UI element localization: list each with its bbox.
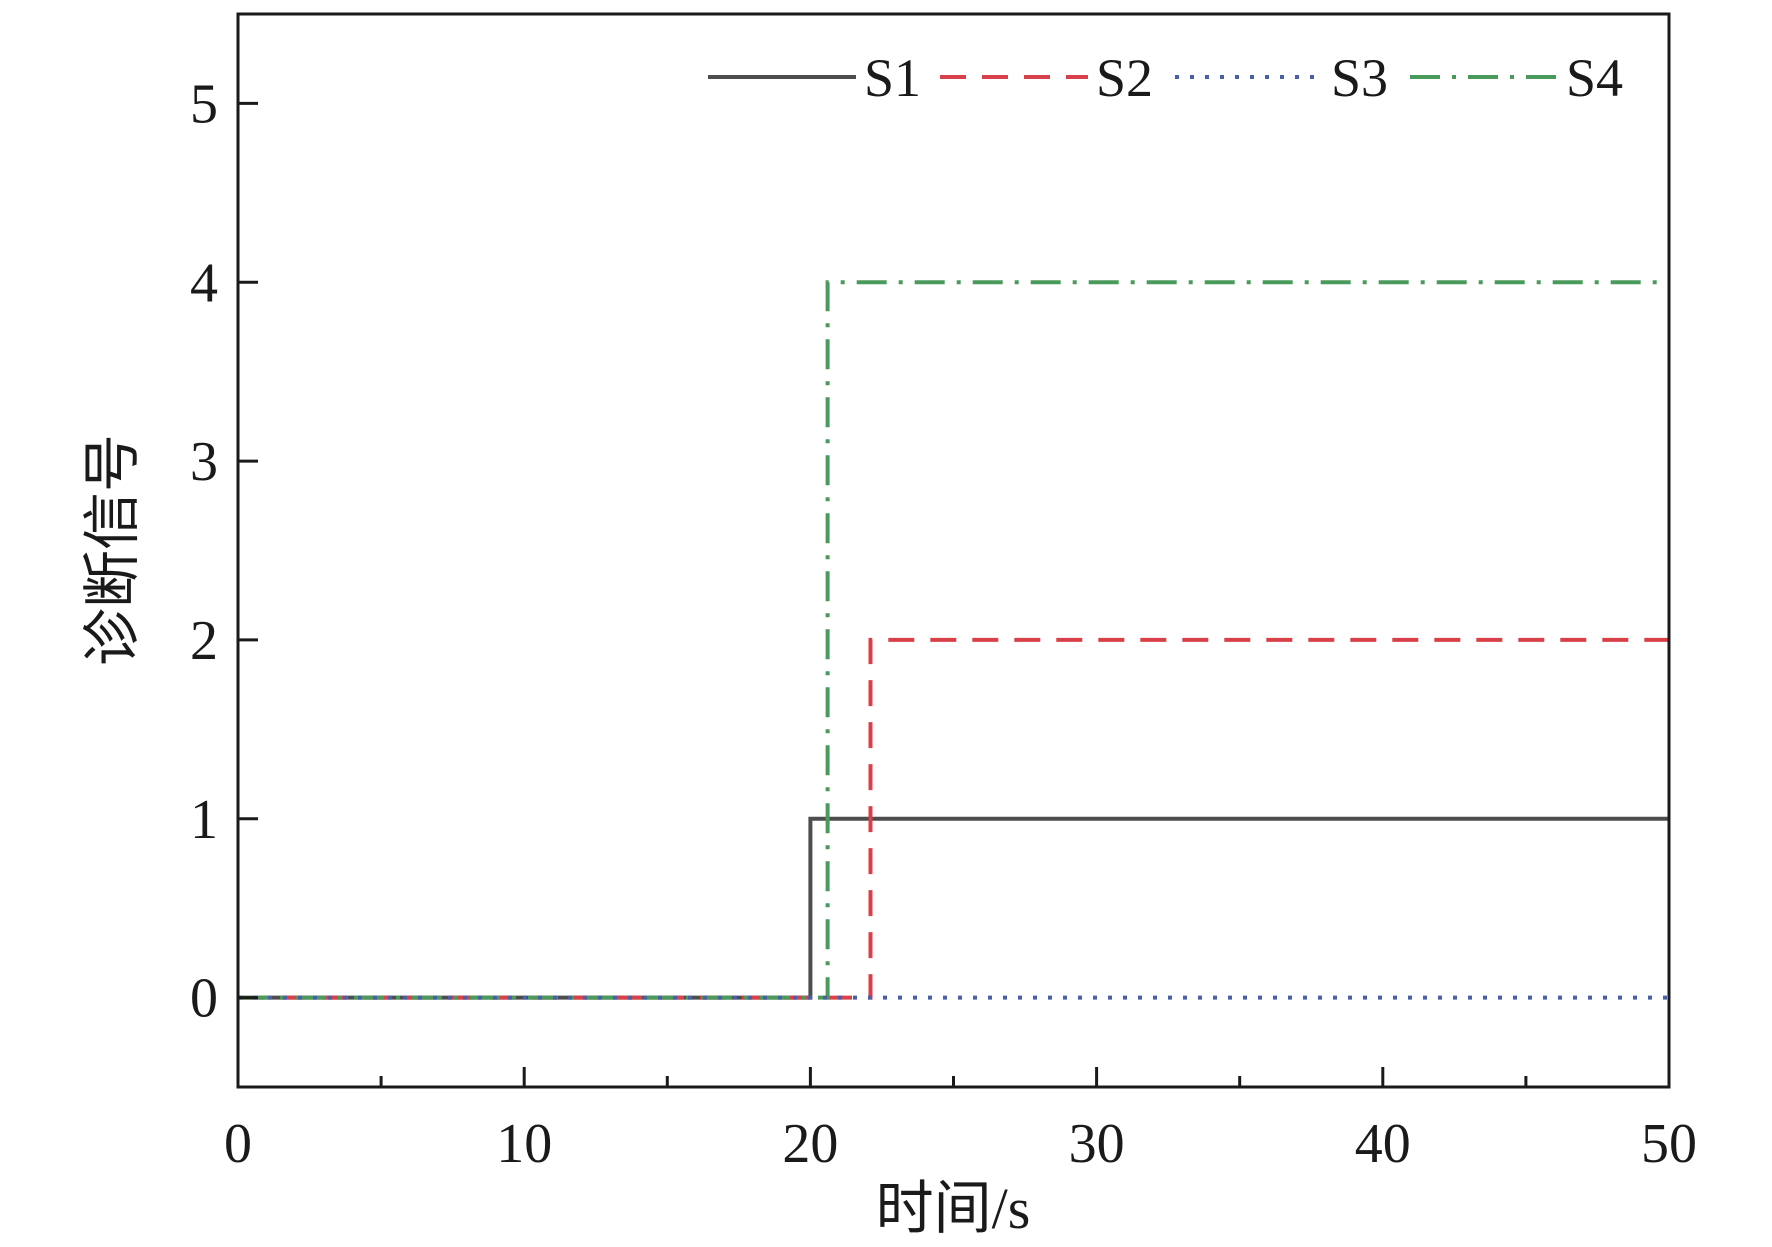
x-tick-label: 0 [224,1113,252,1175]
y-tick-label: 2 [190,610,218,672]
legend-label-s1: S1 [864,48,921,108]
legend-label-s4: S4 [1566,48,1623,108]
x-tick-label: 20 [782,1113,838,1175]
legend: S1 S2 S3 S4 [708,48,1623,108]
x-axis-title: 时间/s [876,1176,1031,1241]
y-tick-label: 1 [190,789,218,851]
x-tick-label: 40 [1355,1113,1411,1175]
x-tick-label: 10 [496,1113,552,1175]
y-tick-label: 5 [190,73,218,135]
y-tick-label: 4 [190,252,218,314]
plot-frame [236,12,1671,1089]
plot-layer [238,280,1669,1000]
y-tick-label: 0 [190,968,218,1030]
y-axis-title: 诊断信号 [80,434,145,666]
series-line-s1 [238,816,1669,1000]
y-tick-label: 3 [190,431,218,493]
legend-label-s2: S2 [1096,48,1153,108]
legend-label-s3: S3 [1331,48,1388,108]
x-tick-label: 50 [1641,1113,1697,1175]
x-tick-label: 30 [1069,1113,1125,1175]
series-line-s4 [238,280,1669,1000]
tick-layer: 0 10 20 30 40 50 0 1 2 3 4 5 [190,73,1697,1175]
